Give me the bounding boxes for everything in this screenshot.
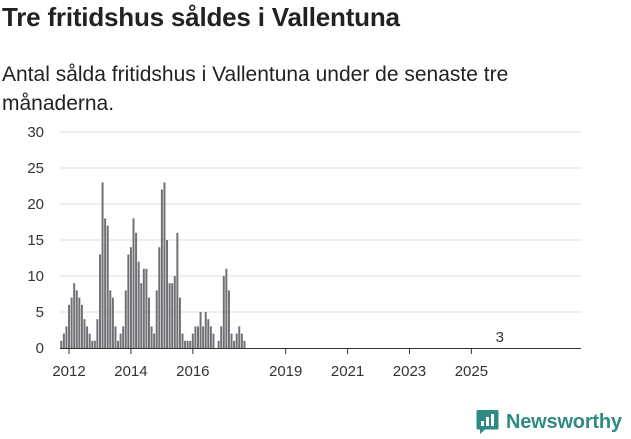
bar	[78, 297, 81, 348]
bar	[173, 276, 176, 348]
x-tick-label: 2014	[114, 363, 147, 380]
bar	[132, 218, 135, 348]
bar	[202, 326, 205, 348]
bar	[178, 297, 181, 348]
bars	[60, 182, 246, 348]
bar	[235, 333, 238, 348]
bar	[101, 182, 104, 348]
bar	[91, 340, 94, 348]
x-tick-label: 2021	[331, 363, 364, 380]
x-tick-label: 2016	[176, 363, 209, 380]
bar	[181, 333, 184, 348]
bar	[222, 276, 225, 348]
x-tick-label: 2012	[52, 363, 85, 380]
annotation: 3	[496, 329, 504, 346]
y-tick-label: 5	[36, 304, 44, 321]
bar	[186, 340, 189, 348]
bar	[60, 340, 63, 348]
y-tick-label: 15	[27, 232, 44, 249]
annotation-label: 3	[496, 329, 504, 346]
brand-name: Newsworthy	[506, 410, 622, 433]
bar	[93, 340, 96, 348]
bar	[140, 283, 143, 348]
x-tick-label: 2019	[269, 363, 302, 380]
bar	[111, 297, 114, 348]
bar	[127, 254, 130, 348]
bar	[83, 319, 86, 348]
bar	[243, 340, 246, 348]
y-tick-label: 0	[36, 340, 44, 357]
bar	[189, 340, 192, 348]
x-axis: 2012 2014 2016 2019 2021 2023 2025	[52, 348, 581, 380]
bar	[199, 312, 202, 348]
bar	[135, 232, 138, 348]
bar	[233, 340, 236, 348]
bar	[209, 326, 212, 348]
y-axis-ticks: 0 5 10 15 20 25 30	[27, 124, 44, 357]
bar	[212, 333, 215, 348]
bar	[230, 333, 233, 348]
bar	[238, 326, 241, 348]
bar	[207, 319, 210, 348]
y-tick-label: 20	[27, 196, 44, 213]
bar	[80, 304, 83, 348]
bar	[119, 333, 122, 348]
bar	[163, 182, 166, 348]
bar	[73, 283, 76, 348]
bar	[124, 290, 127, 348]
bar	[240, 333, 243, 348]
newsworthy-logo[interactable]: Newsworthy	[476, 407, 622, 437]
bar	[109, 290, 112, 348]
x-tick-label: 2023	[393, 363, 426, 380]
bar	[68, 304, 71, 348]
bar	[150, 326, 153, 348]
bar	[196, 326, 199, 348]
bar	[104, 218, 107, 348]
bar	[86, 326, 89, 348]
bar	[166, 240, 169, 348]
bar	[70, 297, 73, 348]
y-tick-label: 10	[27, 268, 44, 285]
bar	[153, 333, 156, 348]
bar	[168, 283, 171, 348]
bar	[129, 247, 132, 348]
bar	[194, 326, 197, 348]
bar	[204, 312, 207, 348]
y-tick-label: 30	[27, 124, 44, 141]
bar	[160, 189, 163, 348]
bar	[96, 319, 99, 348]
bar	[155, 290, 158, 348]
bar	[106, 225, 109, 348]
bar	[137, 261, 140, 348]
chart-title: Tre fritidshus såldes i Vallentuna	[2, 2, 400, 32]
bar	[147, 297, 150, 348]
y-tick-label: 25	[27, 160, 44, 177]
bar	[65, 326, 68, 348]
bar	[122, 326, 125, 348]
bar	[114, 326, 117, 348]
bar	[62, 333, 65, 348]
x-tick-label: 2025	[455, 363, 488, 380]
bar	[184, 340, 187, 348]
bar	[98, 254, 101, 348]
bar	[191, 333, 194, 348]
bar	[220, 326, 223, 348]
newsworthy-icon	[476, 410, 499, 434]
bar	[145, 268, 148, 348]
bar	[217, 340, 220, 348]
bar	[75, 290, 78, 348]
bar	[88, 333, 91, 348]
bar	[227, 290, 230, 348]
bar	[158, 247, 161, 348]
chart-subtitle: Antal sålda fritidshus i Vallentuna unde…	[2, 63, 509, 115]
bar	[176, 232, 179, 348]
bar	[117, 340, 120, 348]
bar	[225, 268, 228, 348]
bar	[142, 268, 145, 348]
bar	[171, 283, 174, 348]
